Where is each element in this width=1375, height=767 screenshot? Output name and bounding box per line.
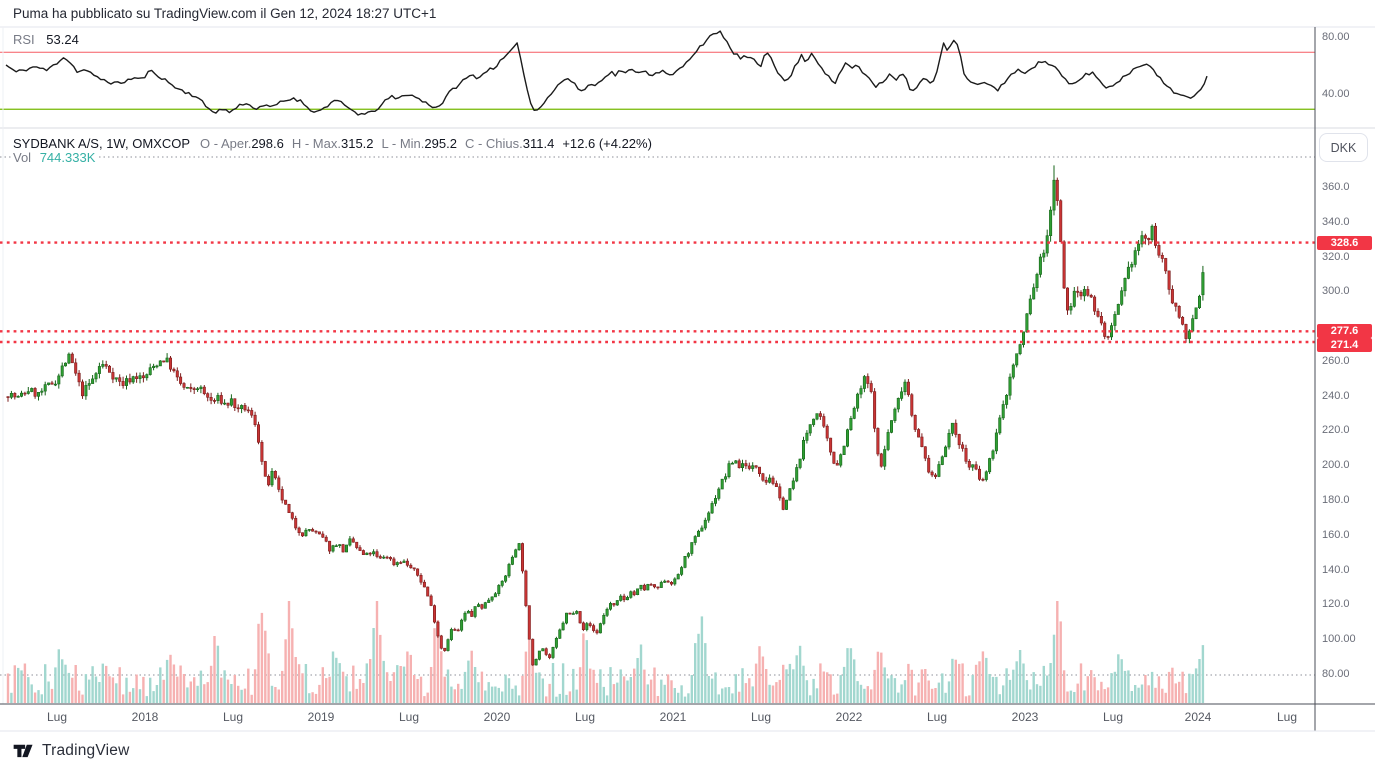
time-axis-tick: 2019 xyxy=(307,710,335,724)
price-axis-tick: 340.0 xyxy=(1322,215,1350,228)
time-axis-tick: 2022 xyxy=(835,710,863,724)
price-change: +12.6 (+4.22%) xyxy=(562,136,652,151)
time-axis-tick: Lug xyxy=(46,710,68,724)
time-axis-tick: 2023 xyxy=(1011,710,1039,724)
price-axis-tick: 300.0 xyxy=(1322,285,1350,298)
ohlc-value: 315.2 xyxy=(340,136,374,151)
ohlc-label: C - Chius. xyxy=(464,136,523,151)
price-level-badge: 328.6 xyxy=(1317,236,1372,250)
ohlc-segment: C - Chius.311.4 xyxy=(465,136,554,151)
tradingview-logo-icon xyxy=(13,744,33,758)
publish-line: Puma ha pubblicato su TradingView.com il… xyxy=(13,6,437,21)
rsi-value: 53.24 xyxy=(46,32,79,47)
ohlc-label: H - Max. xyxy=(291,136,341,151)
ohlc-segment: L - Min.295.2 xyxy=(382,136,457,151)
price-axis-tick: 120.0 xyxy=(1322,598,1350,611)
time-axis-tick: Lug xyxy=(222,710,244,724)
time-axis-tick: Lug xyxy=(398,710,420,724)
time-axis-tick: Lug xyxy=(1276,710,1298,724)
price-level-badge: 271.4 xyxy=(1317,338,1372,352)
volume-label: Vol xyxy=(13,150,32,165)
price-axis-tick: 180.0 xyxy=(1322,493,1350,506)
time-axis-tick: 2018 xyxy=(131,710,159,724)
time-axis-tick: Lug xyxy=(1102,710,1124,724)
volume-status-line: Vol 744.333K xyxy=(13,150,99,165)
rsi-axis-tick: 40.00 xyxy=(1322,88,1350,100)
symbol-status-line: SYDBANK A/S, 1W, OMXCOP O - Aper.298.6 H -… xyxy=(13,136,652,151)
time-axis-tick: Lug xyxy=(750,710,772,724)
price-axis-tick: 140.0 xyxy=(1322,563,1350,576)
ohlc-label: O - Aper. xyxy=(200,136,252,151)
price-axis-tick: 160.0 xyxy=(1322,528,1350,541)
price-axis-tick: 100.00 xyxy=(1322,633,1356,646)
time-axis-tick: 2021 xyxy=(659,710,687,724)
tradingview-brand-text: TradingView xyxy=(42,741,130,759)
price-axis-tick: 80.00 xyxy=(1322,667,1350,680)
price-axis-tick: 260.0 xyxy=(1322,354,1350,367)
symbol-title: SYDBANK A/S, 1W, OMXCOP xyxy=(13,136,190,151)
price-level-badge: 277.6 xyxy=(1317,324,1372,338)
ohlc-value: 298.6 xyxy=(251,136,284,151)
time-axis-tick: 2020 xyxy=(483,710,511,724)
ohlc-value: 295.2 xyxy=(424,136,457,151)
tradingview-logo[interactable]: TradingView xyxy=(12,739,130,762)
ohlc-label: L - Min. xyxy=(381,136,425,151)
rsi-status-line: RSI 53.24 xyxy=(13,32,79,47)
currency-button[interactable]: DKK xyxy=(1319,133,1368,162)
ohlc-value: 311.4 xyxy=(522,136,555,151)
volume-value: 744.333K xyxy=(39,150,96,165)
ohlc-values: O - Aper.298.6 H - Max.315.2 L - Min.295.2… xyxy=(200,136,562,151)
price-axis-tick: 320.0 xyxy=(1322,250,1350,263)
time-axis-tick: Lug xyxy=(574,710,596,724)
rsi-axis-tick: 80.00 xyxy=(1322,31,1350,43)
time-axis-tick: 2024 xyxy=(1184,710,1212,724)
ohlc-segment: H - Max.315.2 xyxy=(292,136,374,151)
ohlc-segment: O - Aper.298.6 xyxy=(200,136,284,151)
rsi-label: RSI xyxy=(13,32,35,47)
price-axis-tick: 200.0 xyxy=(1322,459,1350,472)
price-axis-tick: 240.0 xyxy=(1322,389,1350,402)
time-axis-tick: Lug xyxy=(926,710,948,724)
price-axis-tick: 360.0 xyxy=(1322,180,1350,193)
price-axis-tick: 220.0 xyxy=(1322,424,1350,437)
